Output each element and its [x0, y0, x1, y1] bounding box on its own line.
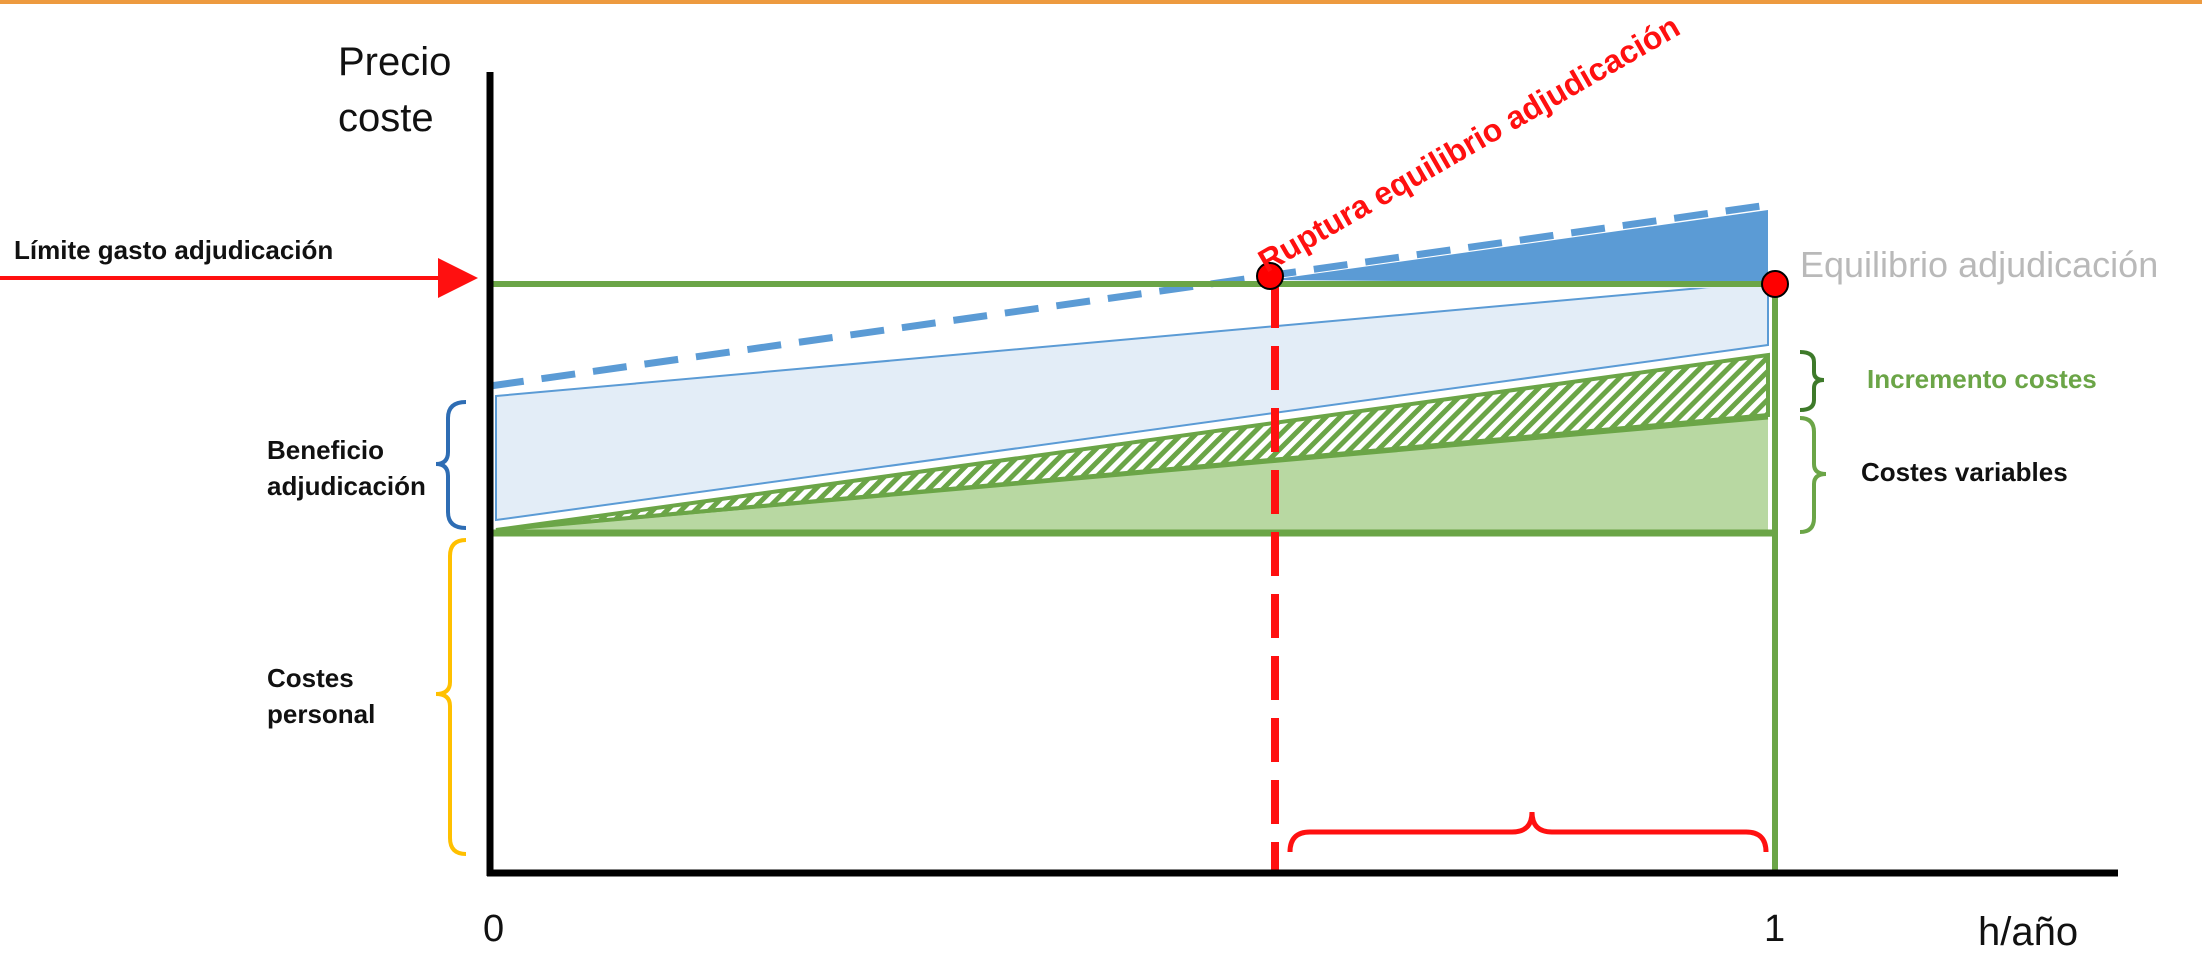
beneficio-area [495, 280, 1769, 522]
costes-personal-brace [435, 538, 467, 856]
equilibrio-point [1761, 270, 1789, 298]
ruptura-point [1256, 262, 1284, 290]
beneficio-label-line1: Beneficio [267, 435, 385, 465]
incremento-costes-brace [1799, 350, 1825, 412]
x-axis-title: h/año [1978, 910, 2079, 954]
y-axis-title: Precio coste [338, 34, 451, 146]
ruptura-period-brace [1287, 811, 1769, 853]
x-tick-1: 1 [1764, 908, 1786, 950]
costes-variables-line [495, 416, 1769, 532]
incremento-costes-label: Incremento costes [1867, 364, 2097, 394]
costes-personal-label-line1: Costes [267, 663, 354, 693]
equilibrio-label: Equilibrio adjudicación [1800, 244, 2159, 285]
top-accent-bar [0, 0, 2202, 4]
beneficio-label-line2: adjudicación [267, 471, 426, 501]
y-axis-title-line2: coste [338, 96, 434, 140]
beneficio-label: Beneficio adjudicación [267, 432, 426, 504]
costes-variables-label: Costes variables [1861, 457, 2068, 487]
exceso-area [1270, 210, 1768, 284]
costes-personal-label-line2: personal [267, 699, 376, 729]
beneficio-brace [435, 400, 467, 530]
costes-variables-brace [1799, 416, 1827, 534]
limite-gasto-label: Límite gasto adjudicación [14, 235, 334, 265]
costes-personal-label: Costes personal [267, 660, 375, 732]
y-axis-title-line1: Precio [338, 40, 452, 84]
x-tick-0: 0 [483, 908, 505, 950]
precio-dashed-line [489, 201, 1769, 390]
